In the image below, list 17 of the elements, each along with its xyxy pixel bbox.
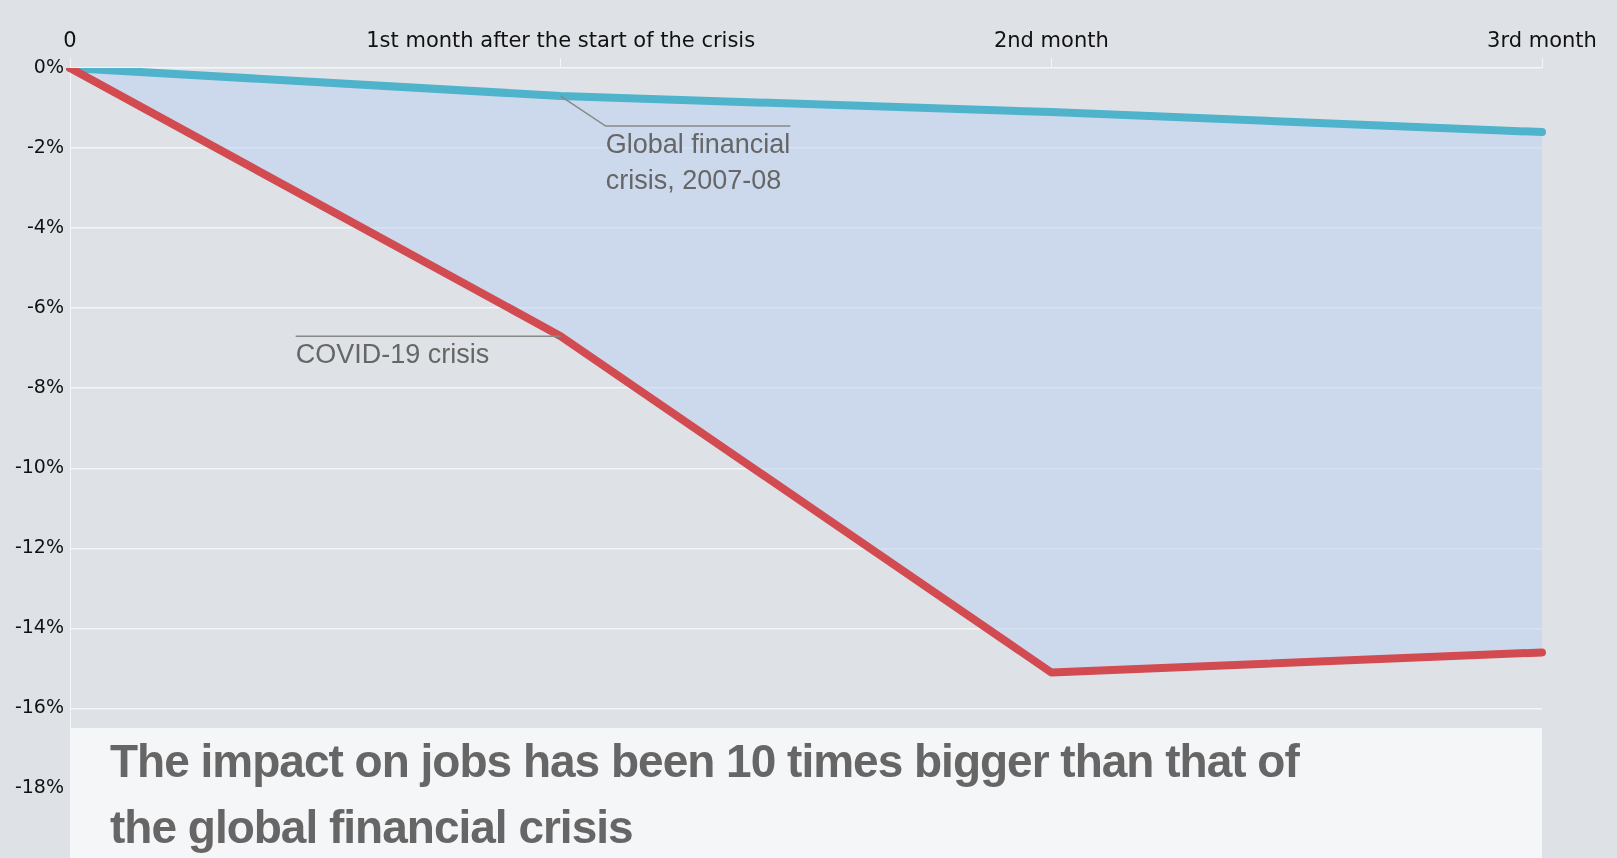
y-tick-label: -4% xyxy=(27,215,64,238)
x-tick-label: 2nd month xyxy=(993,27,1109,52)
title-box: The impact on jobs has been 10 times bigger than that of the global financial crisis xyxy=(70,728,1542,858)
series-label: COVID-19 crisis xyxy=(295,339,490,370)
y-tick-label: -12% xyxy=(14,535,64,558)
x-tick-label: 3rd month xyxy=(1487,27,1597,52)
y-tick-label: -2% xyxy=(27,135,64,157)
x-tick-label: 1st month after the start of the crisis xyxy=(366,27,756,52)
y-tick-label: -18% xyxy=(14,775,64,798)
y-tick-label: -8% xyxy=(27,375,64,398)
y-tick-label: -6% xyxy=(27,295,64,318)
y-tick-label: -10% xyxy=(14,455,64,478)
y-tick-label: -16% xyxy=(14,695,64,718)
x-tick-label: 0 xyxy=(63,27,77,52)
series-label: Global financial crisis, 2007-08 xyxy=(605,128,791,195)
y-tick-label: 0% xyxy=(33,54,64,77)
y-tick-label: -14% xyxy=(14,615,64,638)
